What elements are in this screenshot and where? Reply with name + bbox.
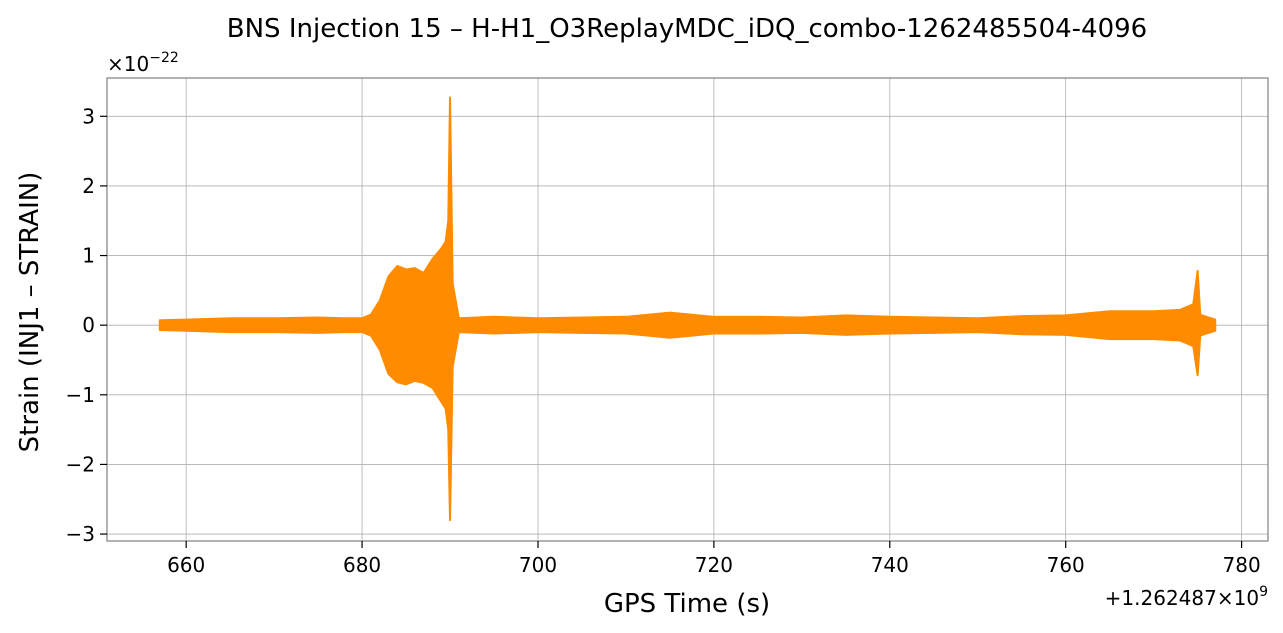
y-scale-base: ×10 xyxy=(107,52,149,76)
strain-series-envelope xyxy=(158,96,1217,522)
x-offset-label: +1.262487×109 xyxy=(1105,584,1268,610)
x-offset-base: +1.262487×10 xyxy=(1105,586,1259,610)
y-tick-label: 3 xyxy=(82,104,95,128)
x-tick-label: 700 xyxy=(519,553,557,577)
x-axis-label: GPS Time (s) xyxy=(604,589,770,619)
plot-frame xyxy=(106,77,1269,542)
x-tick-label: 760 xyxy=(1047,553,1085,577)
y-scale-factor: ×10−22 xyxy=(107,50,179,76)
x-tick-label: 780 xyxy=(1223,553,1261,577)
y-scale-exponent: −22 xyxy=(149,50,179,66)
series-layer xyxy=(158,96,1217,522)
x-offset-exponent: 9 xyxy=(1259,584,1268,600)
grid-lines xyxy=(107,78,1268,541)
x-tick-label: 660 xyxy=(167,553,205,577)
x-tick-label: 740 xyxy=(871,553,909,577)
chart-title: BNS Injection 15 – H-H1_O3ReplayMDC_iDQ_… xyxy=(227,14,1147,44)
y-tick-label: −1 xyxy=(66,383,95,407)
y-tick-labels: −3 −2 −1 0 1 2 3 xyxy=(66,104,95,546)
y-tick-label: 1 xyxy=(82,244,95,268)
x-tick-label: 720 xyxy=(695,553,733,577)
y-tick-label: −2 xyxy=(66,452,95,476)
y-tick-label: −3 xyxy=(66,522,95,546)
x-tick-labels: 660 680 700 720 740 760 780 xyxy=(167,553,1261,577)
y-tick-label: 0 xyxy=(82,313,95,337)
y-tick-label: 2 xyxy=(82,174,95,198)
y-axis-label: Strain (INJ1 – STRAIN) xyxy=(15,172,45,453)
x-tick-label: 680 xyxy=(343,553,381,577)
tick-marks xyxy=(100,115,1243,548)
